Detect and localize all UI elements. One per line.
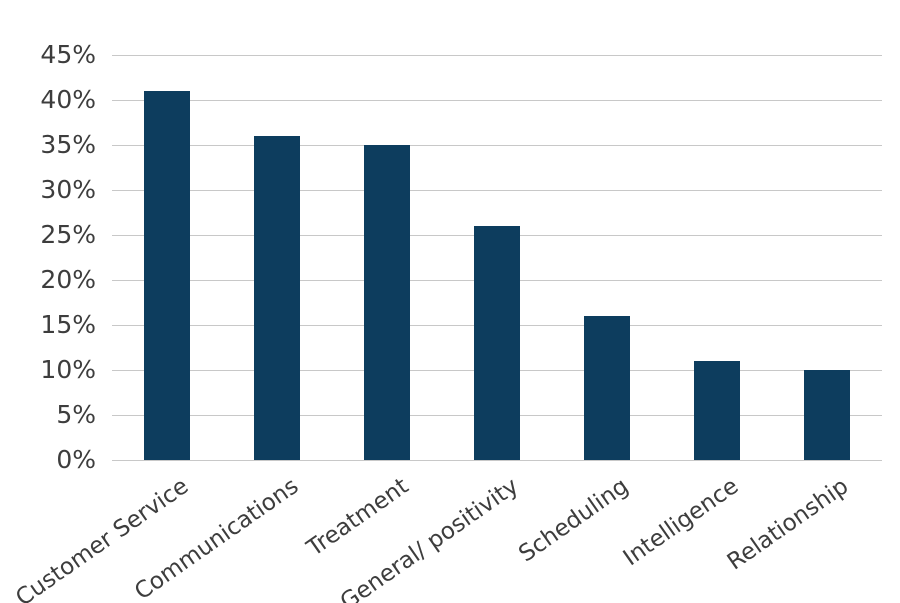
bar-scheduling — [584, 316, 630, 460]
gridline-40 — [112, 100, 882, 101]
y-axis-tick-label: 5% — [56, 400, 96, 429]
y-axis-tick-label: 0% — [56, 445, 96, 474]
bar-general-positivity — [474, 226, 520, 460]
bar-intelligence — [694, 361, 740, 460]
y-axis-tick-label: 30% — [40, 175, 96, 204]
bar-customer-service — [144, 91, 190, 460]
y-axis-tick-label: 15% — [40, 310, 96, 339]
gridline-0 — [112, 460, 882, 461]
bar-treatment — [364, 145, 410, 460]
y-axis-tick-label: 35% — [40, 130, 96, 159]
gridline-45 — [112, 55, 882, 56]
y-axis-tick-label: 20% — [40, 265, 96, 294]
bar-relationship — [804, 370, 850, 460]
gridline-35 — [112, 145, 882, 146]
y-axis-tick-label: 40% — [40, 85, 96, 114]
y-axis-tick-label: 25% — [40, 220, 96, 249]
gridline-30 — [112, 190, 882, 191]
y-axis-tick-label: 45% — [40, 40, 96, 69]
bar-communications — [254, 136, 300, 460]
y-axis-tick-label: 10% — [40, 355, 96, 384]
